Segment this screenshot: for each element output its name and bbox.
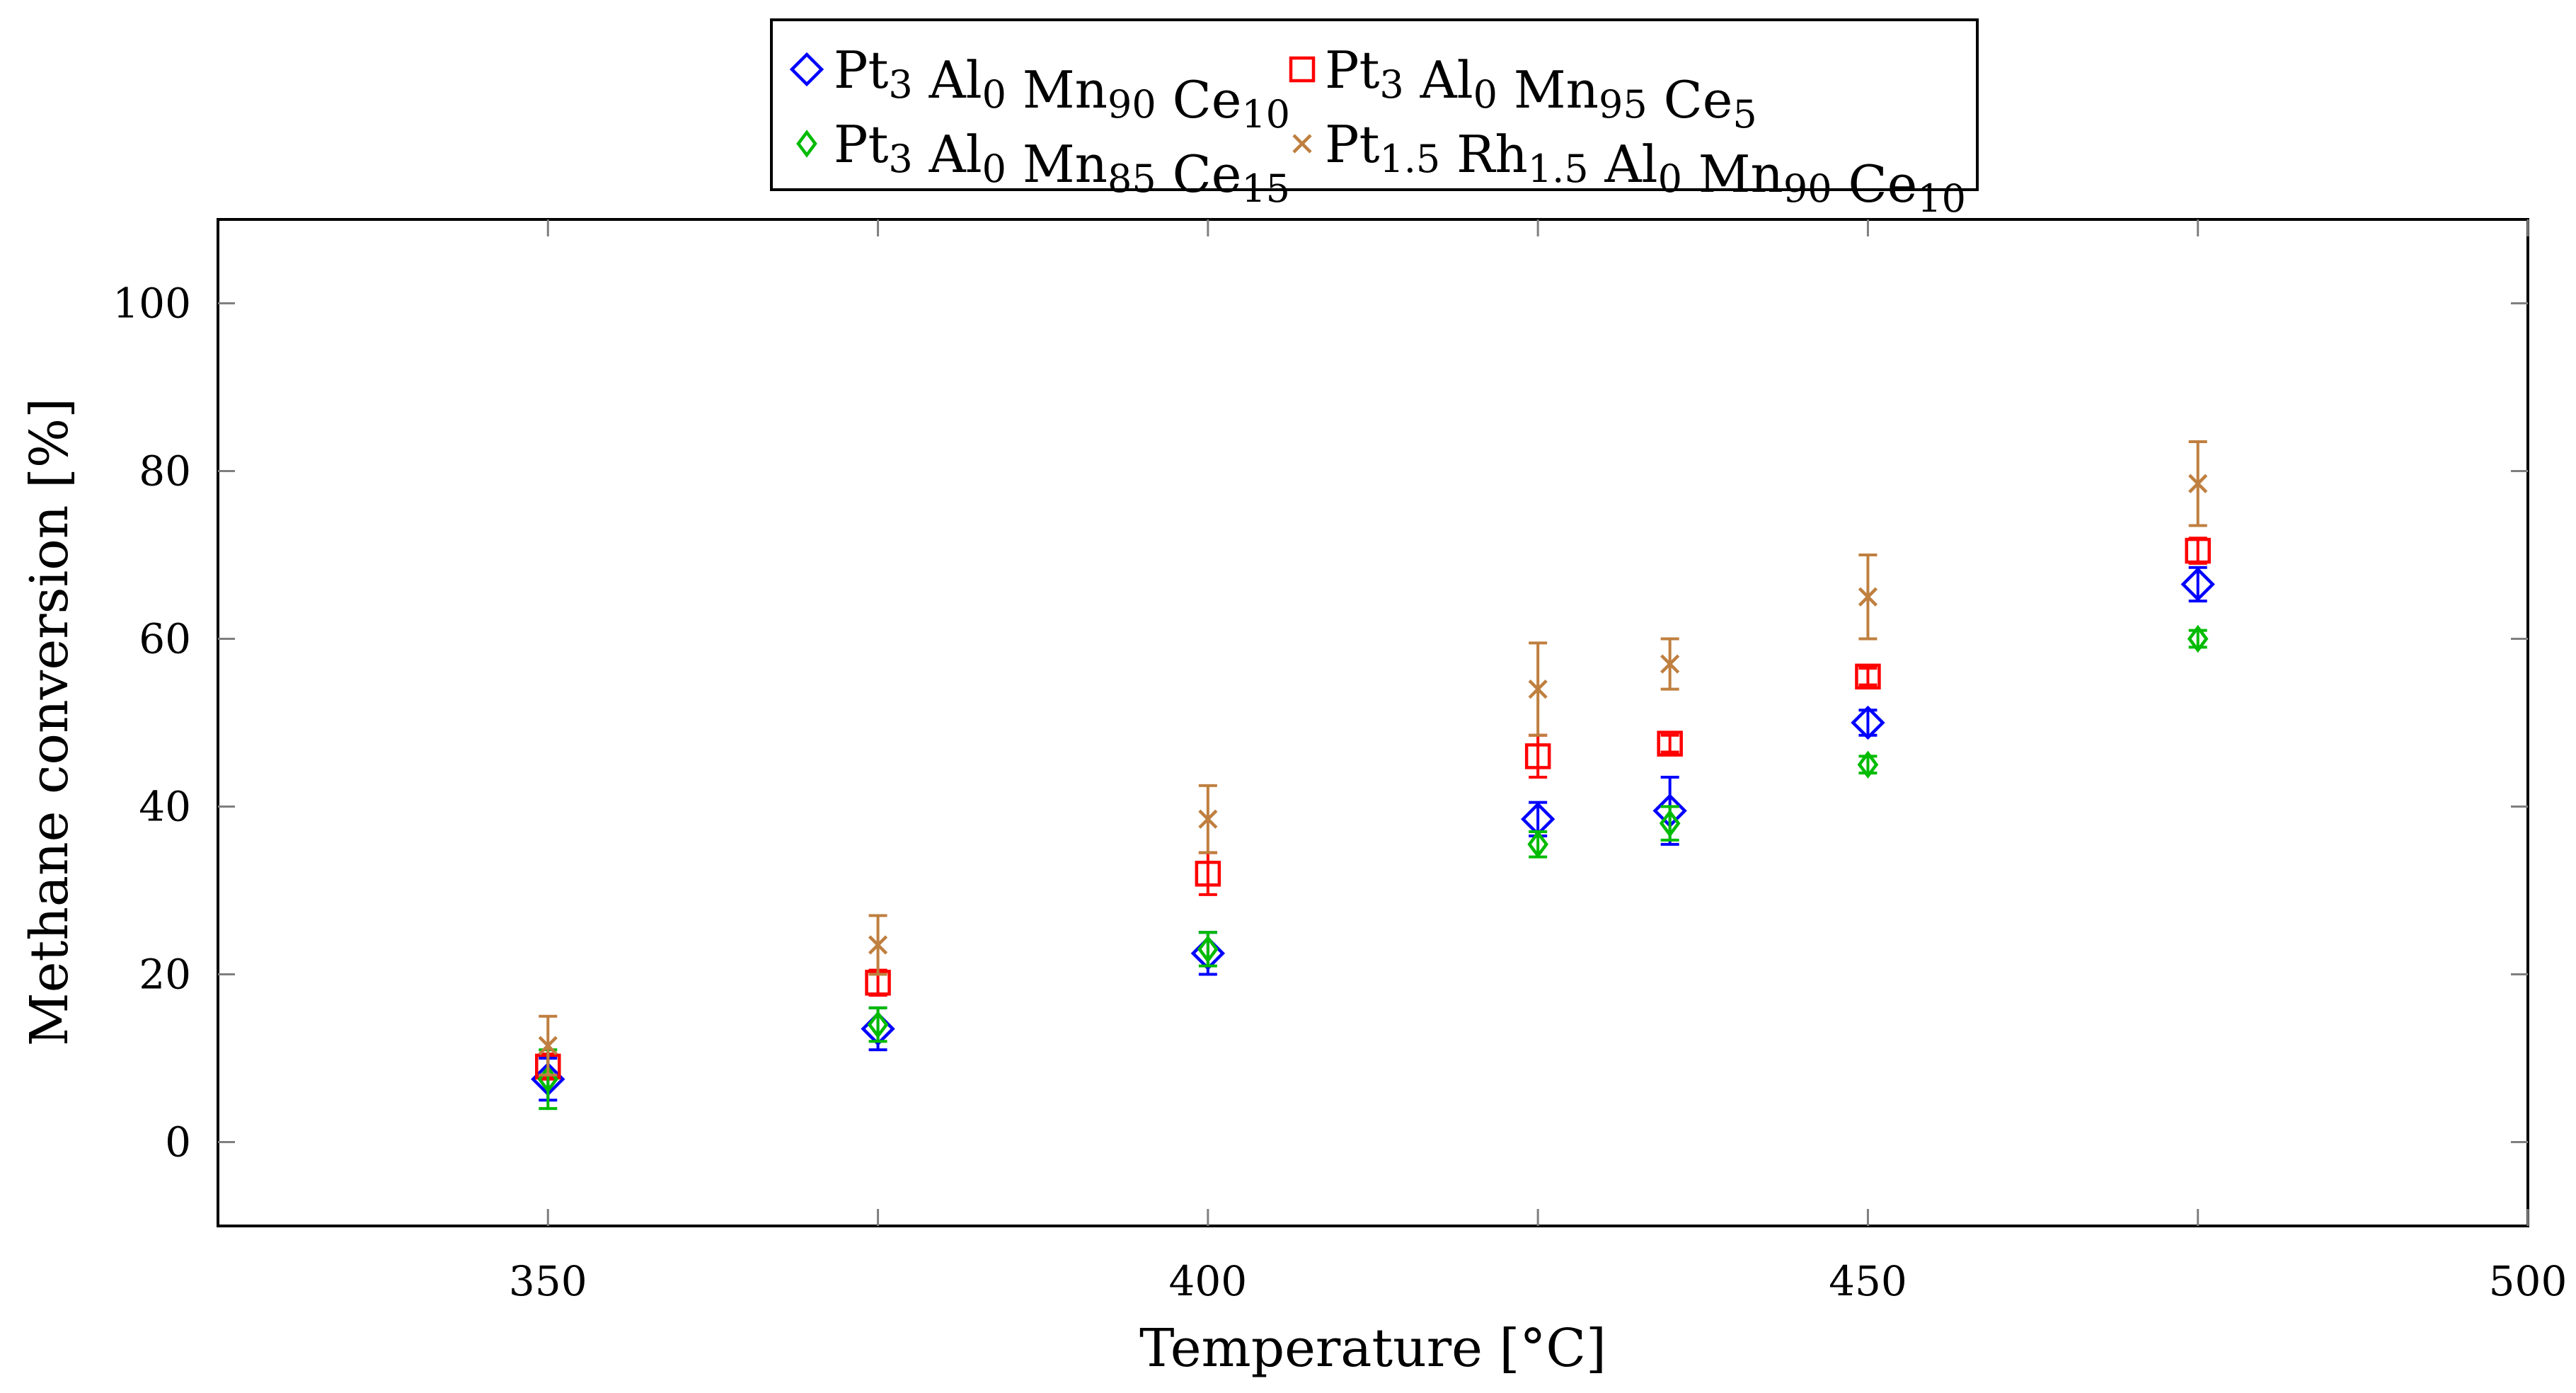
data-point: [1528, 680, 1548, 699]
data-point: [1524, 743, 1551, 769]
data-point-stroke: [2188, 474, 2208, 493]
data-point: [1657, 730, 1683, 757]
data-point: [1527, 830, 1548, 859]
y-tick-label: 100: [113, 280, 191, 328]
legend-entry-4: Pt1.5 Rh1.5 Al0 Mn90 Ce10: [1292, 115, 1966, 221]
data-point: [1292, 134, 1312, 154]
data-point: [1659, 809, 1681, 837]
y-tick-label: 20: [139, 951, 191, 999]
data-point: [2188, 474, 2208, 493]
legend-label: Pt1.5 Rh1.5 Al0 Mn90 Ce10: [1325, 115, 1966, 221]
y-tick-label: 80: [139, 447, 191, 495]
series-1: [531, 566, 2215, 1102]
y-tick-label: 0: [165, 1118, 191, 1166]
data-point: [538, 1036, 558, 1055]
x-axis-label: Temperature [°C]: [1139, 1318, 1606, 1379]
data-point: [2185, 537, 2211, 564]
x-tick-label: 350: [509, 1257, 587, 1305]
x-tick-label: 500: [2489, 1257, 2568, 1305]
series-3: [537, 624, 2209, 1111]
data-point-stroke: [1198, 809, 1218, 829]
x-tick-label: 400: [1168, 1257, 1247, 1305]
data-point: [1289, 56, 1316, 83]
data-point-stroke: [1858, 587, 1878, 607]
data-point: [1197, 935, 1219, 963]
data-point: [867, 1010, 889, 1039]
data-point: [1660, 654, 1680, 674]
data-point: [789, 52, 824, 87]
data-point: [1198, 809, 1218, 829]
data-point: [868, 935, 888, 955]
series-4: [538, 440, 2208, 1077]
legend-label: Pt3 Al0 Mn95 Ce5: [1325, 40, 1757, 137]
x-tick-label: 450: [1829, 1257, 1907, 1305]
data-marks: [531, 440, 2215, 1111]
data-point: [1855, 663, 1881, 690]
data-point-stroke: [1292, 134, 1312, 154]
data-point-stroke: [1528, 680, 1548, 699]
series-2: [535, 537, 2211, 1081]
data-point: [1857, 750, 1879, 779]
data-point-stroke: [1660, 654, 1680, 674]
data-point: [796, 130, 817, 158]
y-tick-label: 40: [139, 783, 191, 831]
legend-entry-2: Pt3 Al0 Mn95 Ce5: [1289, 40, 1757, 137]
y-axis-label: Methane conversion [%]: [19, 398, 80, 1046]
data-point-stroke: [868, 935, 888, 955]
legend-entry-1: Pt3 Al0 Mn90 Ce10: [789, 40, 1290, 137]
data-point: [1195, 861, 1221, 887]
data-point: [2187, 624, 2209, 653]
legend-label: Pt3 Al0 Mn85 Ce15: [834, 115, 1290, 211]
axis-ticks: 350 400 450 500 0 20 40 60 80 100: [113, 219, 2567, 1305]
plot-area-frame: [217, 218, 2529, 1227]
data-point: [1851, 705, 1885, 740]
data-point: [2180, 567, 2215, 602]
legend-frame: [770, 18, 1979, 191]
legend: Pt3 Al0 Mn90 Ce10 Pt3 Al0 Mn95 Ce5 Pt3 Al0…: [770, 18, 1979, 221]
legend-entry-3: Pt3 Al0 Mn85 Ce15: [796, 115, 1290, 211]
data-point: [1858, 587, 1878, 607]
data-point-stroke: [538, 1036, 558, 1055]
legend-label: Pt3 Al0 Mn90 Ce10: [834, 40, 1290, 137]
y-tick-label: 60: [139, 615, 191, 663]
